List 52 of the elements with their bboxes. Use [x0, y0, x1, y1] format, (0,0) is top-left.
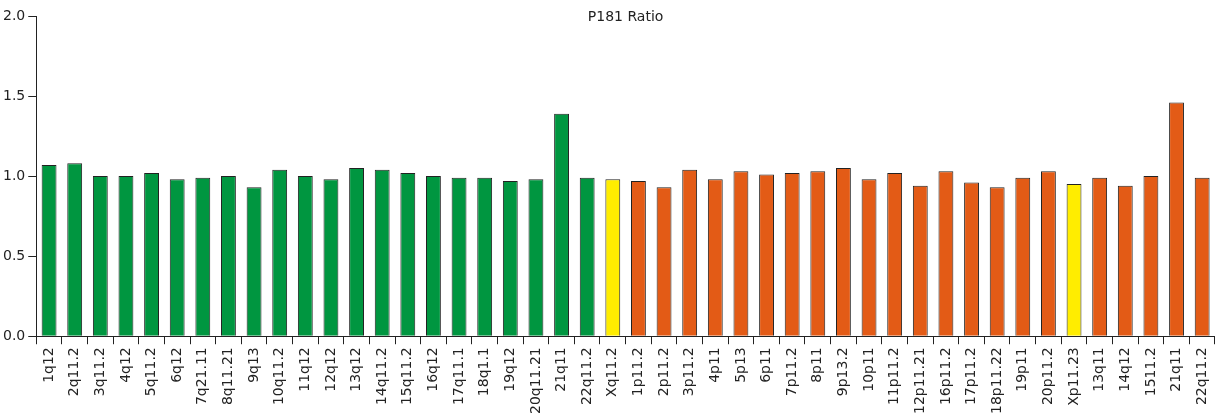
x-tick-label: 11p11.2 — [885, 347, 902, 406]
x-tick-label: 6p11 — [757, 347, 774, 383]
x-tick-label: 14q11.2 — [372, 347, 389, 406]
x-tick-label: 8p11 — [808, 347, 825, 383]
y-tick-label: 0.5 — [3, 246, 26, 263]
x-tick-label: 1p11.2 — [629, 347, 646, 397]
x-tick-label: 4q12 — [116, 347, 133, 383]
x-tick-label: Xp11.23 — [1064, 347, 1081, 406]
x-tick-label: 1511.2 — [1141, 347, 1158, 397]
x-tick-label: 21q11 — [1167, 347, 1184, 392]
x-tick-label: 9q13 — [244, 347, 261, 383]
x-tick-label: 17p11.2 — [962, 347, 979, 406]
x-tick-label: 19q12 — [500, 347, 517, 392]
x-tick-label: 3p11.2 — [680, 347, 697, 397]
x-tick-label: 10p11 — [859, 347, 876, 392]
chart-title: P181 Ratio — [587, 7, 664, 24]
x-tick-label: 10q11.2 — [270, 347, 287, 406]
x-tick-label: 12q12 — [321, 347, 338, 392]
x-tick-label: 7q21.11 — [193, 347, 210, 406]
x-tick-label: 14q12 — [1115, 347, 1132, 392]
x-tick-label: 9p13.2 — [834, 347, 851, 397]
x-tick-label: 11q12 — [295, 347, 312, 392]
x-tick-label: 22q11.2 — [577, 347, 594, 406]
x-tick-label: 13q12 — [347, 347, 364, 392]
x-tick-label: 18p11.22 — [987, 347, 1004, 414]
x-tick-label: 4p11 — [705, 347, 722, 383]
y-tick-label: 2.0 — [3, 6, 26, 23]
x-tick-label: 1q12 — [39, 347, 56, 383]
x-tick-label: 17q11.1 — [449, 347, 466, 406]
y-tick-label: 1.0 — [3, 166, 26, 183]
x-tick-label: 6q12 — [167, 347, 184, 383]
x-tick-label: 22q11.2 — [1192, 347, 1209, 406]
x-tick-label: 5p13 — [731, 347, 748, 383]
x-tick-label: 21q11 — [552, 347, 569, 392]
x-tick-label: 20p11.2 — [1039, 347, 1056, 406]
x-tick-label: 15q11.2 — [398, 347, 415, 406]
x-tick-label: 13q11 — [1090, 347, 1107, 392]
y-tick-label: 0.0 — [3, 326, 26, 343]
x-tick-label: 2q11.2 — [65, 347, 82, 397]
x-tick-label: 16p11.2 — [936, 347, 953, 406]
x-tick-label: 20q11.21 — [526, 347, 543, 414]
x-tick-label: 2p11.2 — [654, 347, 671, 397]
x-tick-label: 16q12 — [424, 347, 441, 392]
x-tick-label: 18q1.1 — [475, 347, 492, 397]
x-tick-label: 5q11.2 — [142, 347, 159, 397]
x-tick-label: 19p11 — [1013, 347, 1030, 392]
y-tick-label: 1.5 — [3, 86, 26, 103]
x-tick-label: 8q11.21 — [219, 347, 236, 406]
x-tick-label: Xq11.2 — [603, 347, 620, 397]
x-tick-label: 3q11.2 — [90, 347, 107, 397]
x-tick-label: 12p11.21 — [910, 347, 927, 414]
x-tick-label: 7p11.2 — [782, 347, 799, 397]
